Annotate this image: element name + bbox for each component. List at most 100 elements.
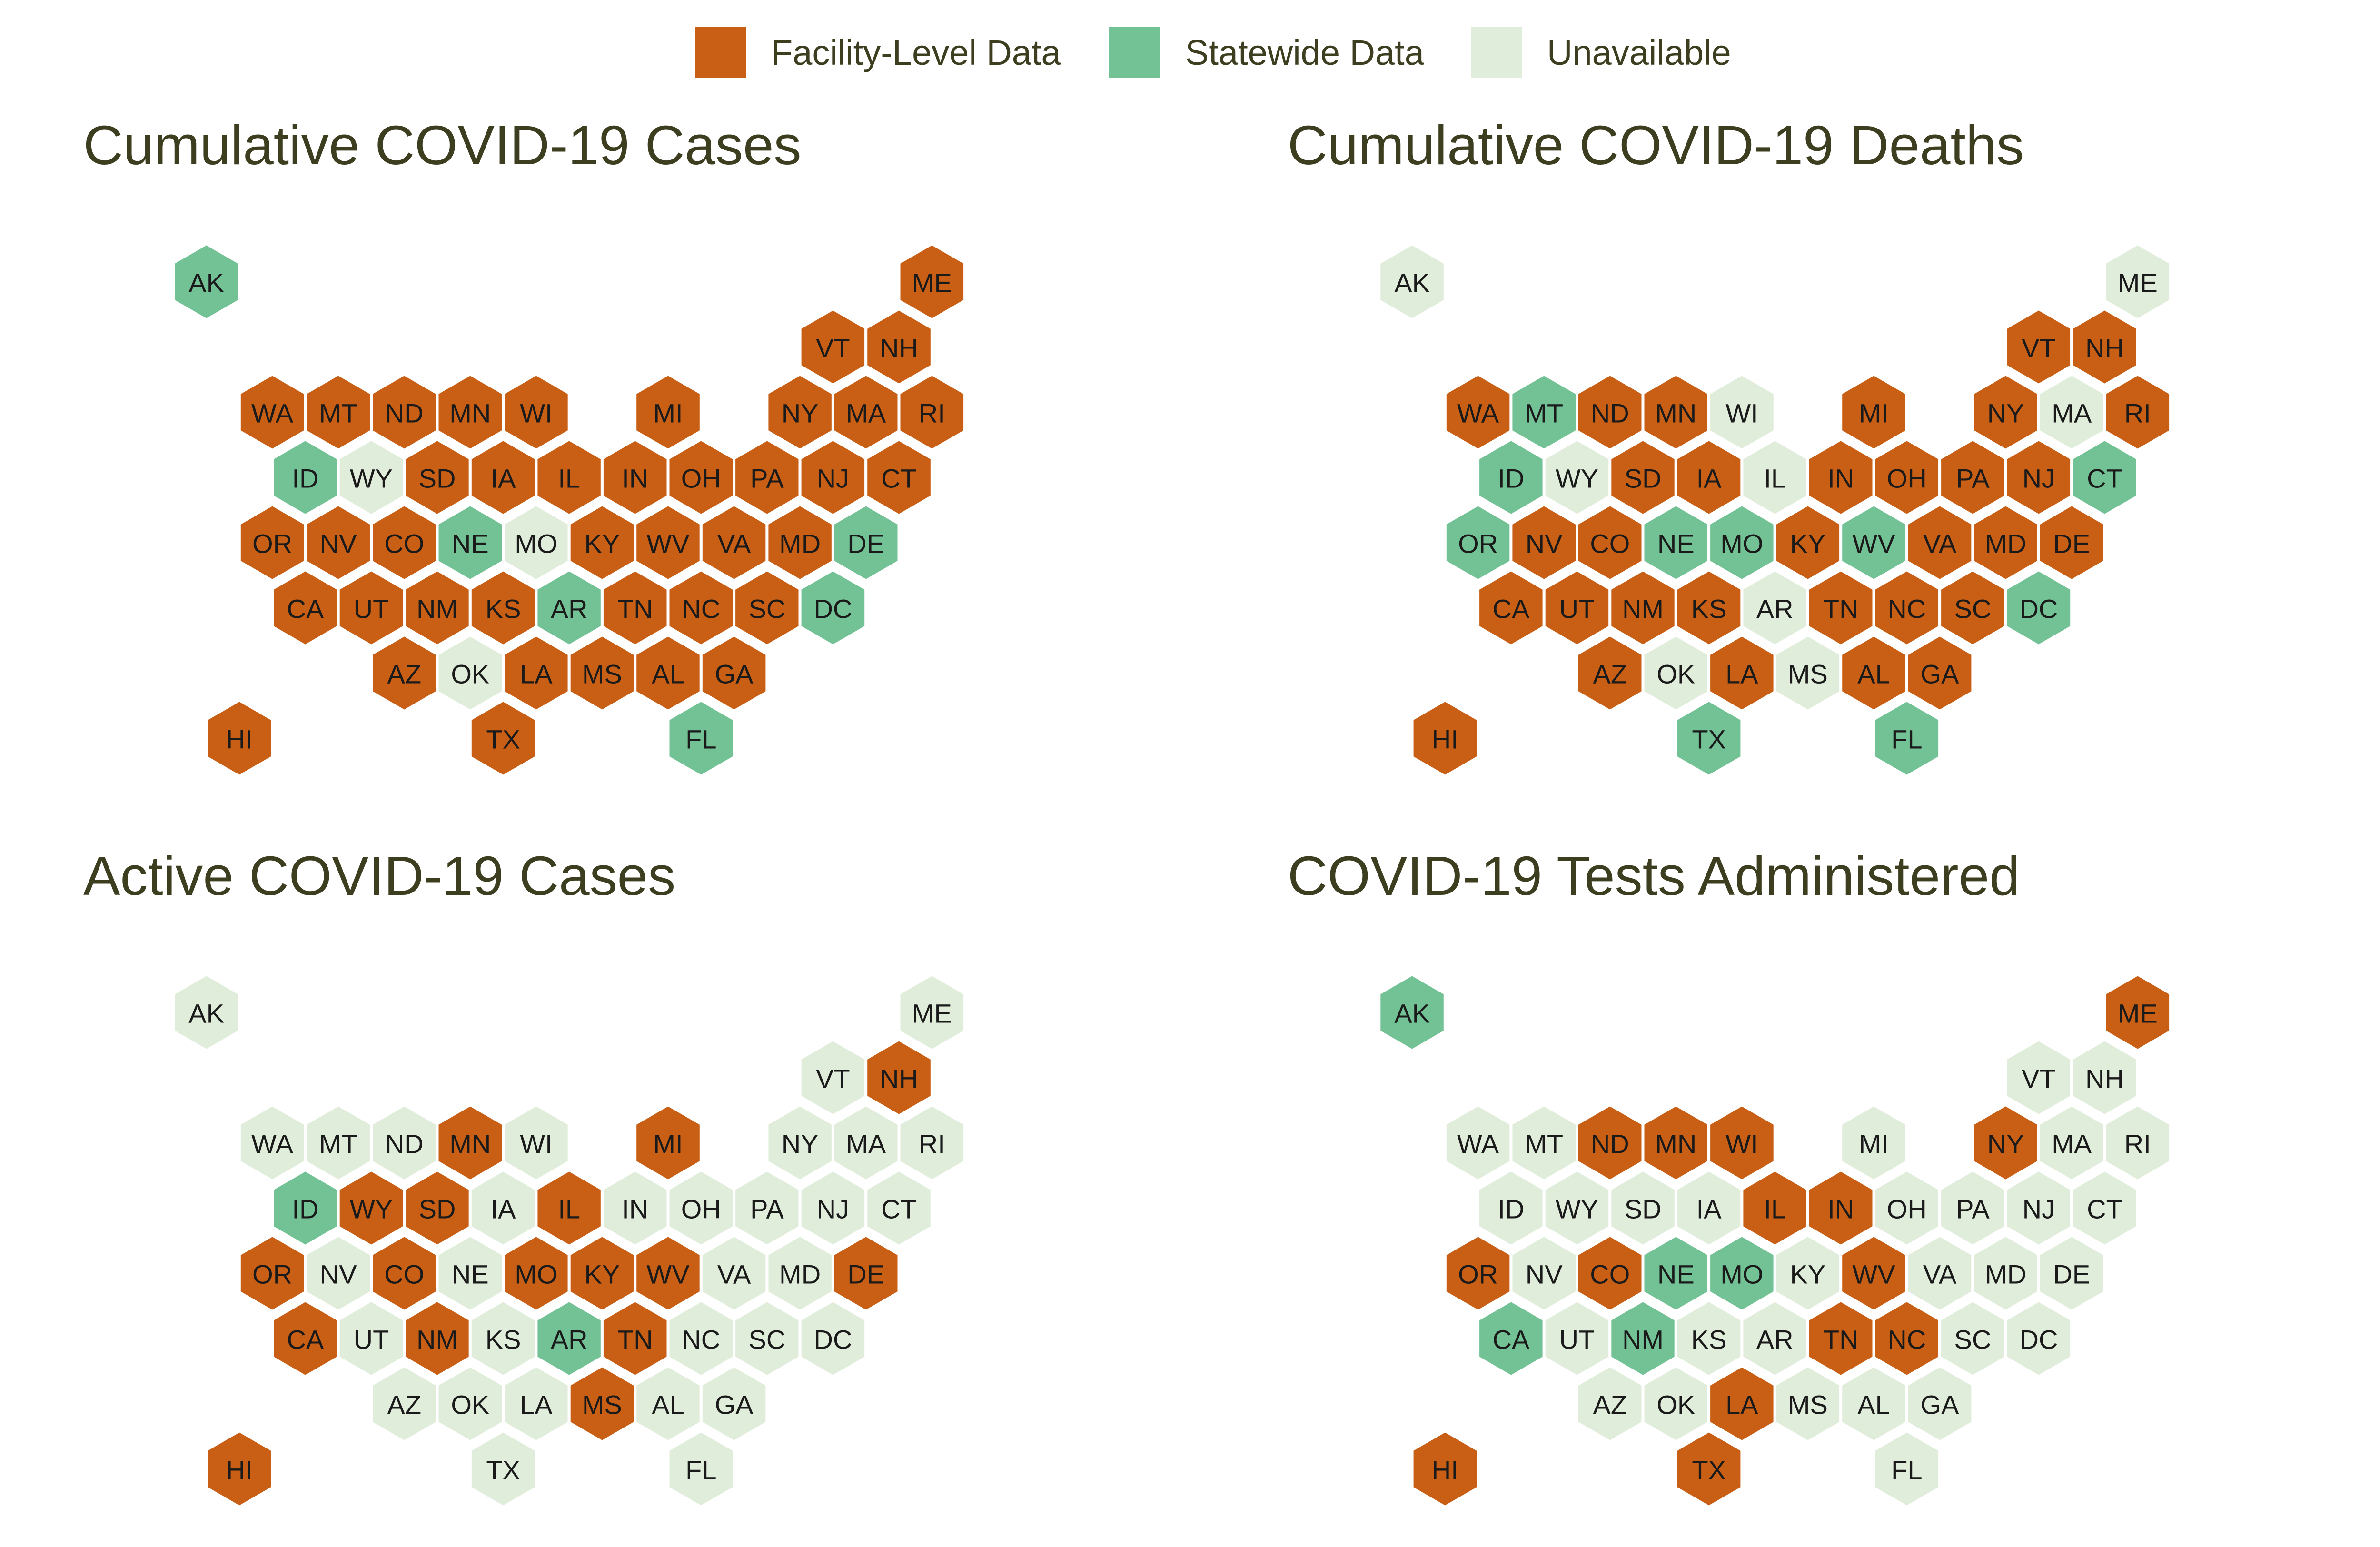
state-label: TX <box>486 724 520 754</box>
hex-shape <box>897 372 967 452</box>
hex-shape <box>897 1103 967 1183</box>
state-label: VT <box>2022 333 2056 363</box>
state-label: ND <box>1591 1129 1629 1159</box>
state-hex-de: DE <box>831 1233 901 1313</box>
state-label: GA <box>1921 659 1960 689</box>
state-hex-ar: AR <box>535 568 604 648</box>
state-hex-nm: NM <box>403 568 472 648</box>
state-hex-ma: MA <box>2037 1103 2106 1183</box>
state-label: MS <box>582 659 622 689</box>
state-label: AR <box>551 1325 588 1355</box>
state-hex-ks: KS <box>1674 1299 1744 1378</box>
state-label: MA <box>846 1129 886 1159</box>
state-label: VA <box>717 1259 751 1289</box>
state-hex-az: AZ <box>1576 1364 1645 1444</box>
state-label: RI <box>2124 398 2151 428</box>
state-hex-de: DE <box>2037 1233 2106 1313</box>
state-label: IN <box>1827 464 1854 494</box>
state-label: KY <box>585 1259 620 1289</box>
state-hex-ga: GA <box>1905 1364 1974 1444</box>
state-hex-ct: CT <box>2070 437 2139 517</box>
state-hex-tx: TX <box>1674 698 1744 778</box>
state-label: OK <box>1656 1390 1695 1420</box>
hex-shape <box>1707 1103 1776 1183</box>
state-label: AZ <box>1593 659 1627 689</box>
state-label: SC <box>1954 594 1992 624</box>
state-hex-ar: AR <box>535 1299 604 1378</box>
state-hex-hi: HI <box>205 698 274 778</box>
state-hex-ut: UT <box>337 568 406 648</box>
state-label: OR <box>252 529 292 559</box>
state-hex-wa: WA <box>1443 1103 1513 1183</box>
state-label: WY <box>350 1194 393 1224</box>
hex-shape <box>1410 698 1480 778</box>
state-hex-in: IN <box>1806 1168 1875 1248</box>
state-hex-il: IL <box>1740 1168 1809 1248</box>
state-label: IN <box>622 464 648 494</box>
state-hex-ny: NY <box>1971 1103 2040 1183</box>
state-label: KS <box>1691 1325 1727 1355</box>
state-label: OH <box>1887 464 1927 494</box>
state-hex-fl: FL <box>1872 698 1942 778</box>
legend-swatch-facility <box>695 27 746 78</box>
state-label: IA <box>491 464 516 494</box>
state-label: RI <box>2124 1129 2151 1159</box>
state-hex-ct: CT <box>864 1168 933 1248</box>
state-hex-mo: MO <box>502 1233 571 1313</box>
state-label: ME <box>2118 268 2158 298</box>
state-hex-ks: KS <box>468 568 538 648</box>
state-label: NM <box>416 1325 458 1355</box>
state-label: TX <box>1692 724 1726 754</box>
state-label: MN <box>449 1129 491 1159</box>
state-hex-or: OR <box>238 503 307 583</box>
state-hex-co: CO <box>1576 503 1645 583</box>
state-hex-wa: WA <box>238 1103 307 1183</box>
state-hex-ne: NE <box>436 503 505 583</box>
state-label: MD <box>779 529 821 559</box>
hex-shape <box>2070 1038 2139 1118</box>
state-hex-ga: GA <box>699 1364 769 1444</box>
state-hex-nv: NV <box>1509 503 1578 583</box>
state-hex-va: VA <box>1905 1233 1974 1313</box>
state-hex-id: ID <box>1477 1168 1546 1248</box>
hex-shape <box>2004 568 2073 648</box>
state-label: OH <box>681 1194 721 1224</box>
state-hex-vt: VT <box>2004 1038 2073 1118</box>
state-hex-ks: KS <box>468 1299 538 1378</box>
state-hex-mn: MN <box>436 372 505 452</box>
hex-shape <box>1872 698 1942 778</box>
state-hex-al: AL <box>634 1364 703 1444</box>
hex-shape <box>2070 1168 2139 1248</box>
state-label: MS <box>1788 1390 1828 1420</box>
state-hex-fl: FL <box>666 1429 736 1509</box>
state-hex-or: OR <box>238 1233 307 1313</box>
hex-shape <box>1674 1429 1744 1509</box>
state-hex-pa: PA <box>1938 437 2007 517</box>
state-label: IA <box>1696 1194 1722 1224</box>
state-label: ID <box>292 1194 318 1224</box>
state-hex-la: LA <box>502 633 571 713</box>
state-label: CT <box>2087 1194 2122 1224</box>
state-label: DE <box>847 529 884 559</box>
state-hex-mt: MT <box>304 1103 373 1183</box>
state-hex-nh: NH <box>864 307 933 387</box>
state-hex-ne: NE <box>436 1233 505 1313</box>
state-label: MD <box>1985 1259 2026 1289</box>
state-label: CA <box>287 1325 324 1355</box>
state-hex-pa: PA <box>1938 1168 2007 1248</box>
state-hex-ms: MS <box>567 1364 637 1444</box>
state-label: MS <box>582 1390 622 1420</box>
hex-shape <box>2070 307 2139 387</box>
state-hex-hi: HI <box>205 1429 274 1509</box>
state-label: NE <box>452 529 489 559</box>
state-label: MN <box>449 398 491 428</box>
state-label: DE <box>2053 1259 2090 1289</box>
state-label: CA <box>287 594 324 624</box>
state-label: AZ <box>1593 1390 1627 1420</box>
state-hex-wv: WV <box>634 1233 703 1313</box>
legend-label-unavailable: Unavailable <box>1547 33 1731 72</box>
state-hex-or: OR <box>1443 503 1513 583</box>
hex-shape <box>1707 372 1776 452</box>
state-label: WI <box>1726 398 1758 428</box>
state-label: IL <box>558 1194 580 1224</box>
